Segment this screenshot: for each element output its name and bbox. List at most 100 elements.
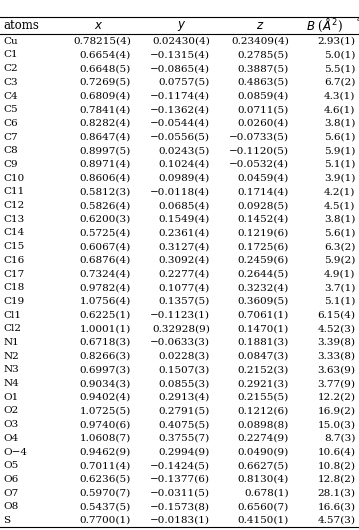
Text: 0.0260(4): 0.0260(4) bbox=[238, 119, 289, 128]
Text: 8.7(3): 8.7(3) bbox=[324, 434, 355, 443]
Text: 0.9402(4): 0.9402(4) bbox=[80, 393, 131, 402]
Text: 0.6809(4): 0.6809(4) bbox=[80, 92, 131, 101]
Text: O5: O5 bbox=[4, 461, 19, 470]
Text: 0.32928(9): 0.32928(9) bbox=[152, 324, 210, 333]
Text: 0.2785(5): 0.2785(5) bbox=[238, 50, 289, 59]
Text: 0.7269(5): 0.7269(5) bbox=[80, 78, 131, 87]
Text: 0.0898(8): 0.0898(8) bbox=[238, 420, 289, 429]
Text: 0.6718(3): 0.6718(3) bbox=[80, 338, 131, 347]
Text: 0.3127(4): 0.3127(4) bbox=[159, 242, 210, 251]
Text: 0.5725(4): 0.5725(4) bbox=[80, 228, 131, 237]
Text: C1: C1 bbox=[4, 50, 18, 59]
Text: 5.0(1): 5.0(1) bbox=[324, 50, 355, 59]
Text: O6: O6 bbox=[4, 475, 19, 484]
Text: 0.6627(5): 0.6627(5) bbox=[238, 461, 289, 470]
Text: −0.0865(4): −0.0865(4) bbox=[150, 64, 210, 73]
Text: 1.0608(7): 1.0608(7) bbox=[80, 434, 131, 443]
Text: 0.6236(5): 0.6236(5) bbox=[80, 475, 131, 484]
Text: 0.8997(5): 0.8997(5) bbox=[80, 146, 131, 155]
Text: 0.5812(3): 0.5812(3) bbox=[80, 188, 131, 197]
Text: 5.5(1): 5.5(1) bbox=[324, 64, 355, 73]
Text: 0.2459(6): 0.2459(6) bbox=[238, 256, 289, 265]
Text: 3.7(1): 3.7(1) bbox=[324, 283, 355, 292]
Text: 3.33(8): 3.33(8) bbox=[317, 352, 355, 361]
Text: 0.3232(4): 0.3232(4) bbox=[238, 283, 289, 292]
Text: C14: C14 bbox=[4, 228, 25, 237]
Text: 0.0459(4): 0.0459(4) bbox=[238, 174, 289, 183]
Text: 0.6200(3): 0.6200(3) bbox=[80, 215, 131, 224]
Text: 1.0756(4): 1.0756(4) bbox=[80, 297, 131, 306]
Text: 0.0928(5): 0.0928(5) bbox=[238, 201, 289, 210]
Text: S: S bbox=[4, 516, 11, 525]
Text: −0.1174(4): −0.1174(4) bbox=[150, 92, 210, 101]
Text: C13: C13 bbox=[4, 215, 25, 224]
Text: 1.0001(1): 1.0001(1) bbox=[80, 324, 131, 333]
Text: 5.9(2): 5.9(2) bbox=[324, 256, 355, 265]
Text: −0.0532(4): −0.0532(4) bbox=[229, 160, 289, 169]
Text: −0.1362(4): −0.1362(4) bbox=[150, 105, 210, 114]
Text: 0.0989(4): 0.0989(4) bbox=[159, 174, 210, 183]
Text: C10: C10 bbox=[4, 174, 25, 183]
Text: atoms: atoms bbox=[4, 19, 39, 32]
Text: 4.57(3): 4.57(3) bbox=[317, 516, 355, 525]
Text: O3: O3 bbox=[4, 420, 19, 429]
Text: 3.8(1): 3.8(1) bbox=[324, 215, 355, 224]
Text: 3.63(9): 3.63(9) bbox=[317, 365, 355, 374]
Text: O2: O2 bbox=[4, 407, 19, 416]
Text: 0.3092(4): 0.3092(4) bbox=[159, 256, 210, 265]
Text: 0.6067(4): 0.6067(4) bbox=[80, 242, 131, 251]
Text: N3: N3 bbox=[4, 365, 19, 374]
Text: 0.1714(4): 0.1714(4) bbox=[238, 188, 289, 197]
Text: 5.9(1): 5.9(1) bbox=[324, 146, 355, 155]
Text: 0.2361(4): 0.2361(4) bbox=[159, 228, 210, 237]
Text: 0.2994(9): 0.2994(9) bbox=[159, 447, 210, 456]
Text: 0.4863(5): 0.4863(5) bbox=[238, 78, 289, 87]
Text: 0.6648(5): 0.6648(5) bbox=[80, 64, 131, 73]
Text: 5.1(1): 5.1(1) bbox=[324, 297, 355, 306]
Text: 5.1(1): 5.1(1) bbox=[324, 160, 355, 169]
Text: Cl1: Cl1 bbox=[4, 311, 22, 320]
Text: 4.2(1): 4.2(1) bbox=[324, 188, 355, 197]
Text: 0.0855(3): 0.0855(3) bbox=[159, 379, 210, 388]
Text: 0.9462(9): 0.9462(9) bbox=[80, 447, 131, 456]
Text: 0.8647(4): 0.8647(4) bbox=[80, 132, 131, 142]
Text: C2: C2 bbox=[4, 64, 18, 73]
Text: 0.0859(4): 0.0859(4) bbox=[238, 92, 289, 101]
Text: 0.7841(4): 0.7841(4) bbox=[80, 105, 131, 114]
Text: 0.1725(6): 0.1725(6) bbox=[238, 242, 289, 251]
Text: 0.4150(1): 0.4150(1) bbox=[238, 516, 289, 525]
Text: 0.2644(5): 0.2644(5) bbox=[238, 270, 289, 279]
Text: C9: C9 bbox=[4, 160, 18, 169]
Text: 0.0228(3): 0.0228(3) bbox=[159, 352, 210, 361]
Text: 0.3887(5): 0.3887(5) bbox=[238, 64, 289, 73]
Text: N1: N1 bbox=[4, 338, 19, 347]
Text: 3.9(1): 3.9(1) bbox=[324, 174, 355, 183]
Text: 0.1507(3): 0.1507(3) bbox=[159, 365, 210, 374]
Text: 0.678(1): 0.678(1) bbox=[244, 489, 289, 498]
Text: C15: C15 bbox=[4, 242, 25, 251]
Text: 0.1452(4): 0.1452(4) bbox=[238, 215, 289, 224]
Text: 0.78215(4): 0.78215(4) bbox=[73, 37, 131, 46]
Text: $\mathit{x}$: $\mathit{x}$ bbox=[94, 19, 103, 32]
Text: 0.6560(7): 0.6560(7) bbox=[238, 502, 289, 511]
Text: −0.0556(5): −0.0556(5) bbox=[150, 132, 210, 142]
Text: 0.1077(4): 0.1077(4) bbox=[159, 283, 210, 292]
Text: 0.1549(4): 0.1549(4) bbox=[159, 215, 210, 224]
Text: 16.9(2): 16.9(2) bbox=[317, 407, 355, 416]
Text: 0.6225(1): 0.6225(1) bbox=[80, 311, 131, 320]
Text: 0.2921(3): 0.2921(3) bbox=[238, 379, 289, 388]
Text: 0.7011(4): 0.7011(4) bbox=[80, 461, 131, 470]
Text: C16: C16 bbox=[4, 256, 25, 265]
Text: C11: C11 bbox=[4, 188, 25, 197]
Text: 0.8971(4): 0.8971(4) bbox=[80, 160, 131, 169]
Text: 0.3609(5): 0.3609(5) bbox=[238, 297, 289, 306]
Text: 4.6(1): 4.6(1) bbox=[324, 105, 355, 114]
Text: −0.1123(1): −0.1123(1) bbox=[150, 311, 210, 320]
Text: −0.1377(6): −0.1377(6) bbox=[150, 475, 210, 484]
Text: 0.1470(1): 0.1470(1) bbox=[238, 324, 289, 333]
Text: Cl2: Cl2 bbox=[4, 324, 22, 333]
Text: 4.9(1): 4.9(1) bbox=[324, 270, 355, 279]
Text: C7: C7 bbox=[4, 132, 18, 142]
Text: −0.1120(5): −0.1120(5) bbox=[229, 146, 289, 155]
Text: 0.0757(5): 0.0757(5) bbox=[159, 78, 210, 87]
